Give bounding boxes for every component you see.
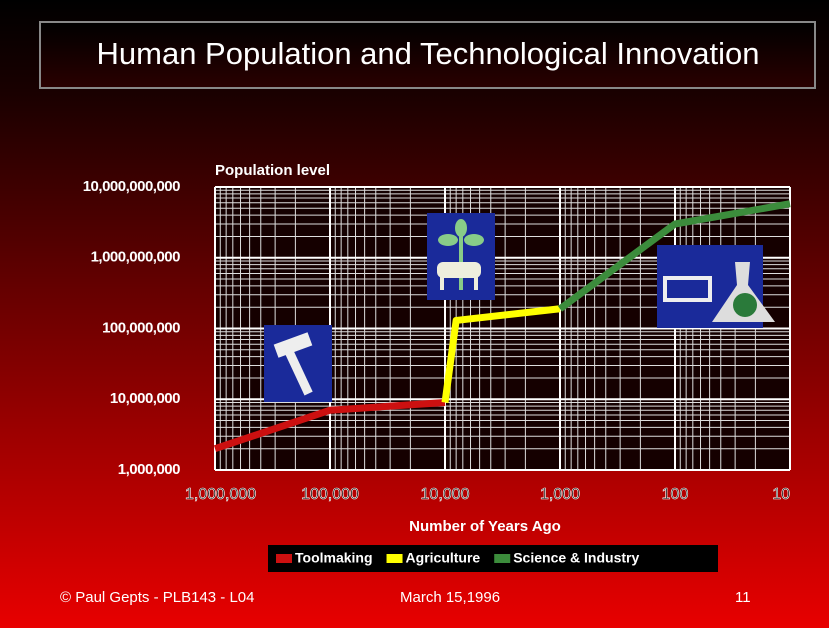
legend-label: Science & Industry [513,550,639,566]
y-tick-label: 100,000,000 [102,319,180,336]
footer-page: 11 [735,589,751,606]
agriculture-icon [427,213,495,300]
legend: Toolmaking Agriculture Science & Industry [276,550,639,566]
legend-swatch [387,554,403,563]
legend-swatch [276,554,292,563]
footer-author: © Paul Gepts - PLB143 - L04 [60,589,255,606]
y-tick-label: 10,000,000,000 [83,178,180,195]
science-icon [657,245,775,328]
y-tick-label: 10,000,000 [110,390,180,407]
y-tick-label: 1,000,000 [118,461,180,478]
legend-label: Toolmaking [295,550,373,566]
x-tick-label: 1,000 [540,486,580,503]
legend-swatch [494,554,510,563]
x-tick-label: 10 [772,486,790,503]
y-tick-label: 1,000,000,000 [91,249,181,266]
y-axis-label: Population level [215,162,330,179]
footer-date: March 15,1996 [400,589,500,606]
chart-title: Human Population and Technological Innov… [97,36,760,71]
x-tick-label: 100,000 [301,486,359,503]
x-tick-label: 100 [662,486,689,503]
toolmaking-icon [264,325,332,402]
slide: Human Population and Technological Innov… [0,0,829,628]
x-axis-label: Number of Years Ago [409,518,561,535]
legend-label: Agriculture [406,550,481,566]
x-tick-label: 1,000,000 [185,486,256,503]
x-tick-label: 10,000 [421,486,470,503]
